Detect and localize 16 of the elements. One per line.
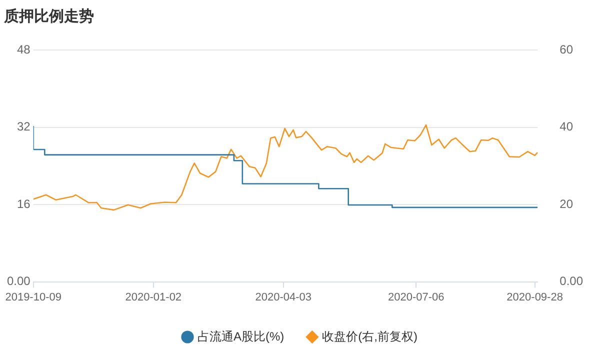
x-tick-label: 2020-09-28 [506,291,563,304]
y-tick-label: 0.00 [6,274,31,288]
y-tick-label: 32 [16,120,31,134]
x-tick-label: 2019-10-09 [5,291,62,304]
y2-tick-label: 40 [560,120,574,134]
y-tick-label: 48 [16,42,31,56]
x-tick-label: 2020-01-02 [125,291,182,304]
y2-tick-label: 20 [560,196,574,211]
y2-tick-label: 0.00 [560,274,584,288]
x-tick-label: 2020-07-06 [388,291,444,304]
chart-title: 质押比例走势 [3,6,94,25]
y-tick-label: 16 [16,196,31,211]
x-tick-label: 2020-04-03 [255,291,312,304]
legend-label: 占流通A股比(%) [198,329,284,344]
y2-tick-label: 60 [560,42,574,56]
legend-label: 收盘价(右,前复权) [322,329,418,344]
